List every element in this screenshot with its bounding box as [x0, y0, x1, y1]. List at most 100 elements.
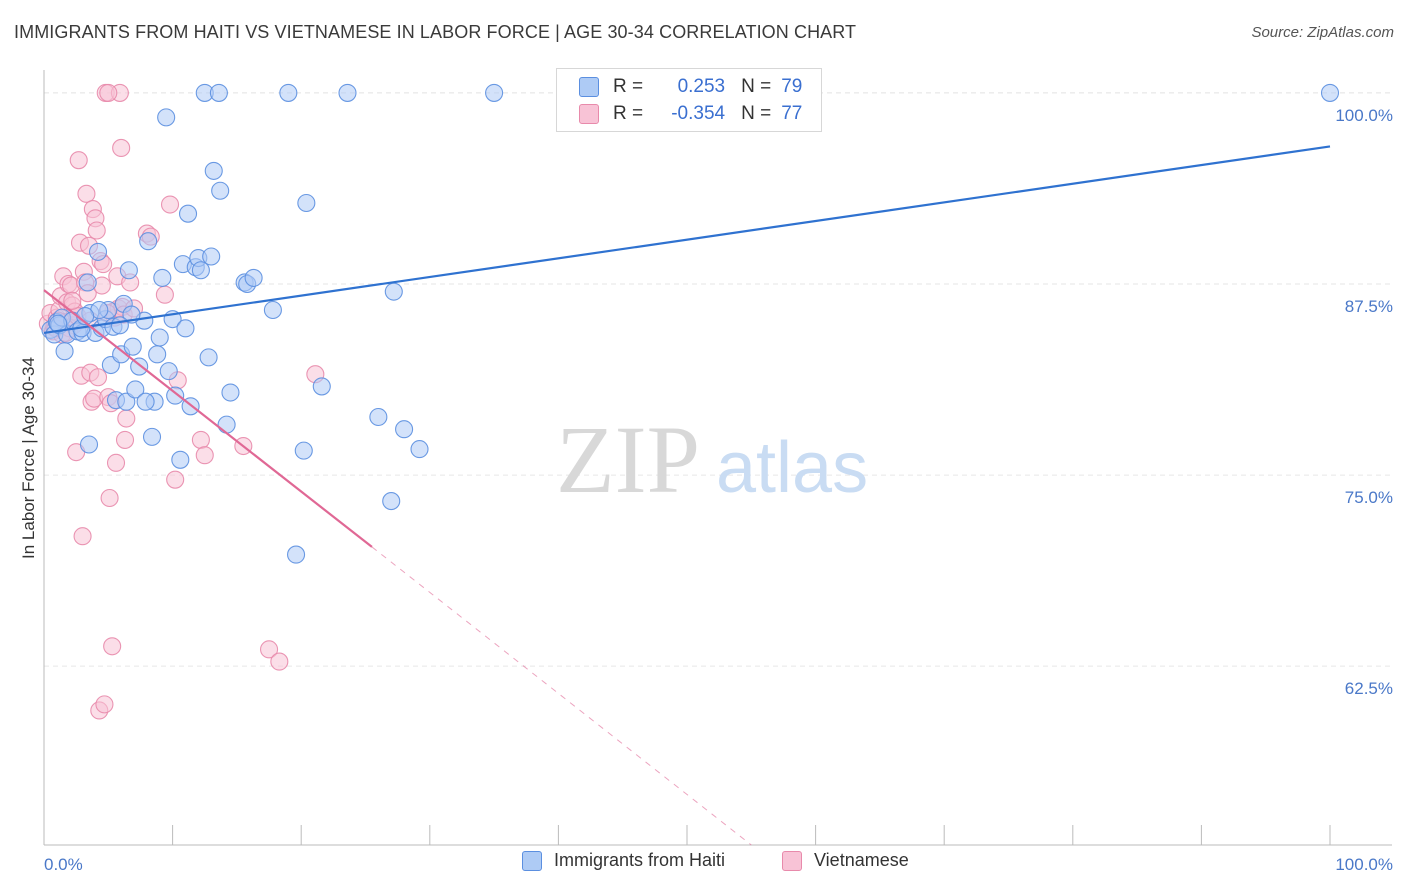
vietnamese-point — [95, 695, 114, 714]
legend-row-vietnamese: R = -0.354 N = 77 — [579, 101, 802, 127]
bottom-legend-swatch-blue — [522, 850, 542, 871]
haiti-point — [148, 345, 167, 364]
legend-swatch-blue — [579, 77, 599, 97]
haiti-point — [79, 435, 99, 454]
haiti-point — [88, 242, 108, 261]
haiti-point — [139, 232, 158, 251]
haiti-point — [221, 383, 240, 402]
haiti-point — [312, 377, 331, 396]
haiti-point — [126, 380, 145, 399]
haiti-point — [369, 407, 388, 427]
haiti-point — [171, 450, 190, 469]
haiti-point — [55, 342, 74, 361]
haiti-point — [159, 362, 178, 381]
vietnamese-point — [160, 195, 180, 214]
haiti-point — [166, 386, 185, 405]
haiti-point — [209, 83, 228, 102]
haiti-point — [157, 108, 176, 127]
vietnamese-point — [112, 138, 131, 158]
haiti-point — [244, 268, 263, 287]
legend-r-value: 0.253 — [677, 76, 726, 97]
vietnamese-point — [117, 409, 136, 428]
haiti-point — [199, 348, 218, 367]
y-tick-label: 62.5% — [1345, 679, 1393, 698]
vietnamese-point — [103, 637, 122, 656]
vietnamese-point — [63, 291, 82, 310]
legend-n-value: 79 — [781, 76, 803, 97]
y-axis-title: In Labor Force | Age 30-34 — [19, 357, 38, 559]
haiti-point — [211, 181, 230, 200]
haiti-point — [263, 300, 282, 320]
vietnamese-point — [73, 527, 92, 546]
legend-n-label: N = — [741, 76, 772, 97]
axis-labels: 62.5% 75.0% 87.5% 100.0% 0.0% 100.0% In Labor … — [19, 106, 1393, 874]
legend-r-label: R = — [613, 103, 644, 124]
haiti-point — [204, 161, 223, 180]
legend-n-value: 77 — [781, 103, 803, 124]
legend-r-value: -0.354 — [671, 103, 726, 124]
chart-title: IMMIGRANTS FROM HAITI VS VIETNAMESE IN L… — [14, 22, 857, 42]
vietnamese-point — [166, 470, 185, 489]
haiti-point — [1320, 83, 1340, 102]
bottom-legend-vietnamese[interactable]: Vietnamese — [782, 850, 909, 871]
haiti-point — [338, 83, 357, 102]
haiti-point — [395, 420, 414, 439]
haiti-point — [382, 492, 401, 511]
vietnamese-point — [195, 446, 214, 465]
watermark-atlas: atlas — [716, 428, 868, 508]
watermark: ZIP atlas — [556, 406, 868, 513]
y-tick-label: 75.0% — [1345, 488, 1393, 507]
haiti-point — [142, 427, 162, 446]
haiti-point — [123, 337, 142, 356]
y-tick-label: 100.0% — [1335, 106, 1393, 125]
haiti-points — [41, 83, 1340, 564]
vietnamese-point — [106, 453, 126, 472]
vietnamese-point — [88, 368, 108, 387]
vietnamese-point — [99, 83, 118, 102]
bottom-legend: Immigrants from Haiti Vietnamese — [0, 850, 1406, 878]
vietnamese-trend-line — [43, 289, 373, 548]
legend-swatch-pink — [579, 104, 599, 124]
haiti-point — [279, 83, 298, 102]
y-tick-label: 87.5% — [1345, 297, 1393, 316]
grid-lines — [44, 92, 1392, 667]
haiti-point — [119, 261, 138, 280]
haiti-point — [202, 247, 221, 266]
haiti-point — [49, 314, 68, 333]
vietnamese-point — [115, 430, 135, 449]
haiti-point — [287, 545, 306, 564]
haiti-point — [153, 268, 172, 287]
haiti-point — [176, 319, 195, 338]
haiti-point — [117, 392, 136, 411]
haiti-point — [78, 273, 97, 292]
vietnamese-point — [100, 488, 119, 508]
haiti-point — [217, 415, 236, 434]
haiti-point — [178, 204, 198, 223]
bottom-legend-label-haiti: Immigrants from Haiti — [554, 850, 726, 870]
legend-n-label: N = — [741, 103, 772, 124]
haiti-trend-line — [43, 145, 1331, 335]
legend-r-label: R = — [613, 76, 644, 97]
vietnamese-trend-extension — [371, 546, 752, 846]
haiti-point — [297, 193, 316, 213]
x-tick-label: 0.0% — [44, 855, 83, 874]
trend-lines — [43, 145, 1331, 846]
haiti-point — [136, 392, 155, 411]
bottom-legend-label-vietnamese: Vietnamese — [814, 850, 909, 870]
haiti-point — [150, 328, 169, 347]
watermark-zip: ZIP — [556, 406, 700, 513]
vietnamese-point — [77, 184, 96, 203]
vietnamese-point — [259, 640, 279, 659]
vietnamese-point — [69, 151, 88, 170]
legend-row-haiti: R = 0.253 N = 79 — [579, 74, 802, 100]
haiti-point — [294, 441, 313, 460]
haiti-point — [191, 261, 210, 280]
source-credit: Source: ZipAtlas.com — [1251, 24, 1394, 41]
haiti-point — [485, 83, 504, 102]
vietnamese-point — [270, 652, 289, 671]
bottom-legend-haiti[interactable]: Immigrants from Haiti — [522, 850, 725, 871]
vietnamese-point — [155, 285, 174, 304]
vietnamese-point — [87, 221, 106, 240]
vietnamese-point — [191, 430, 210, 449]
